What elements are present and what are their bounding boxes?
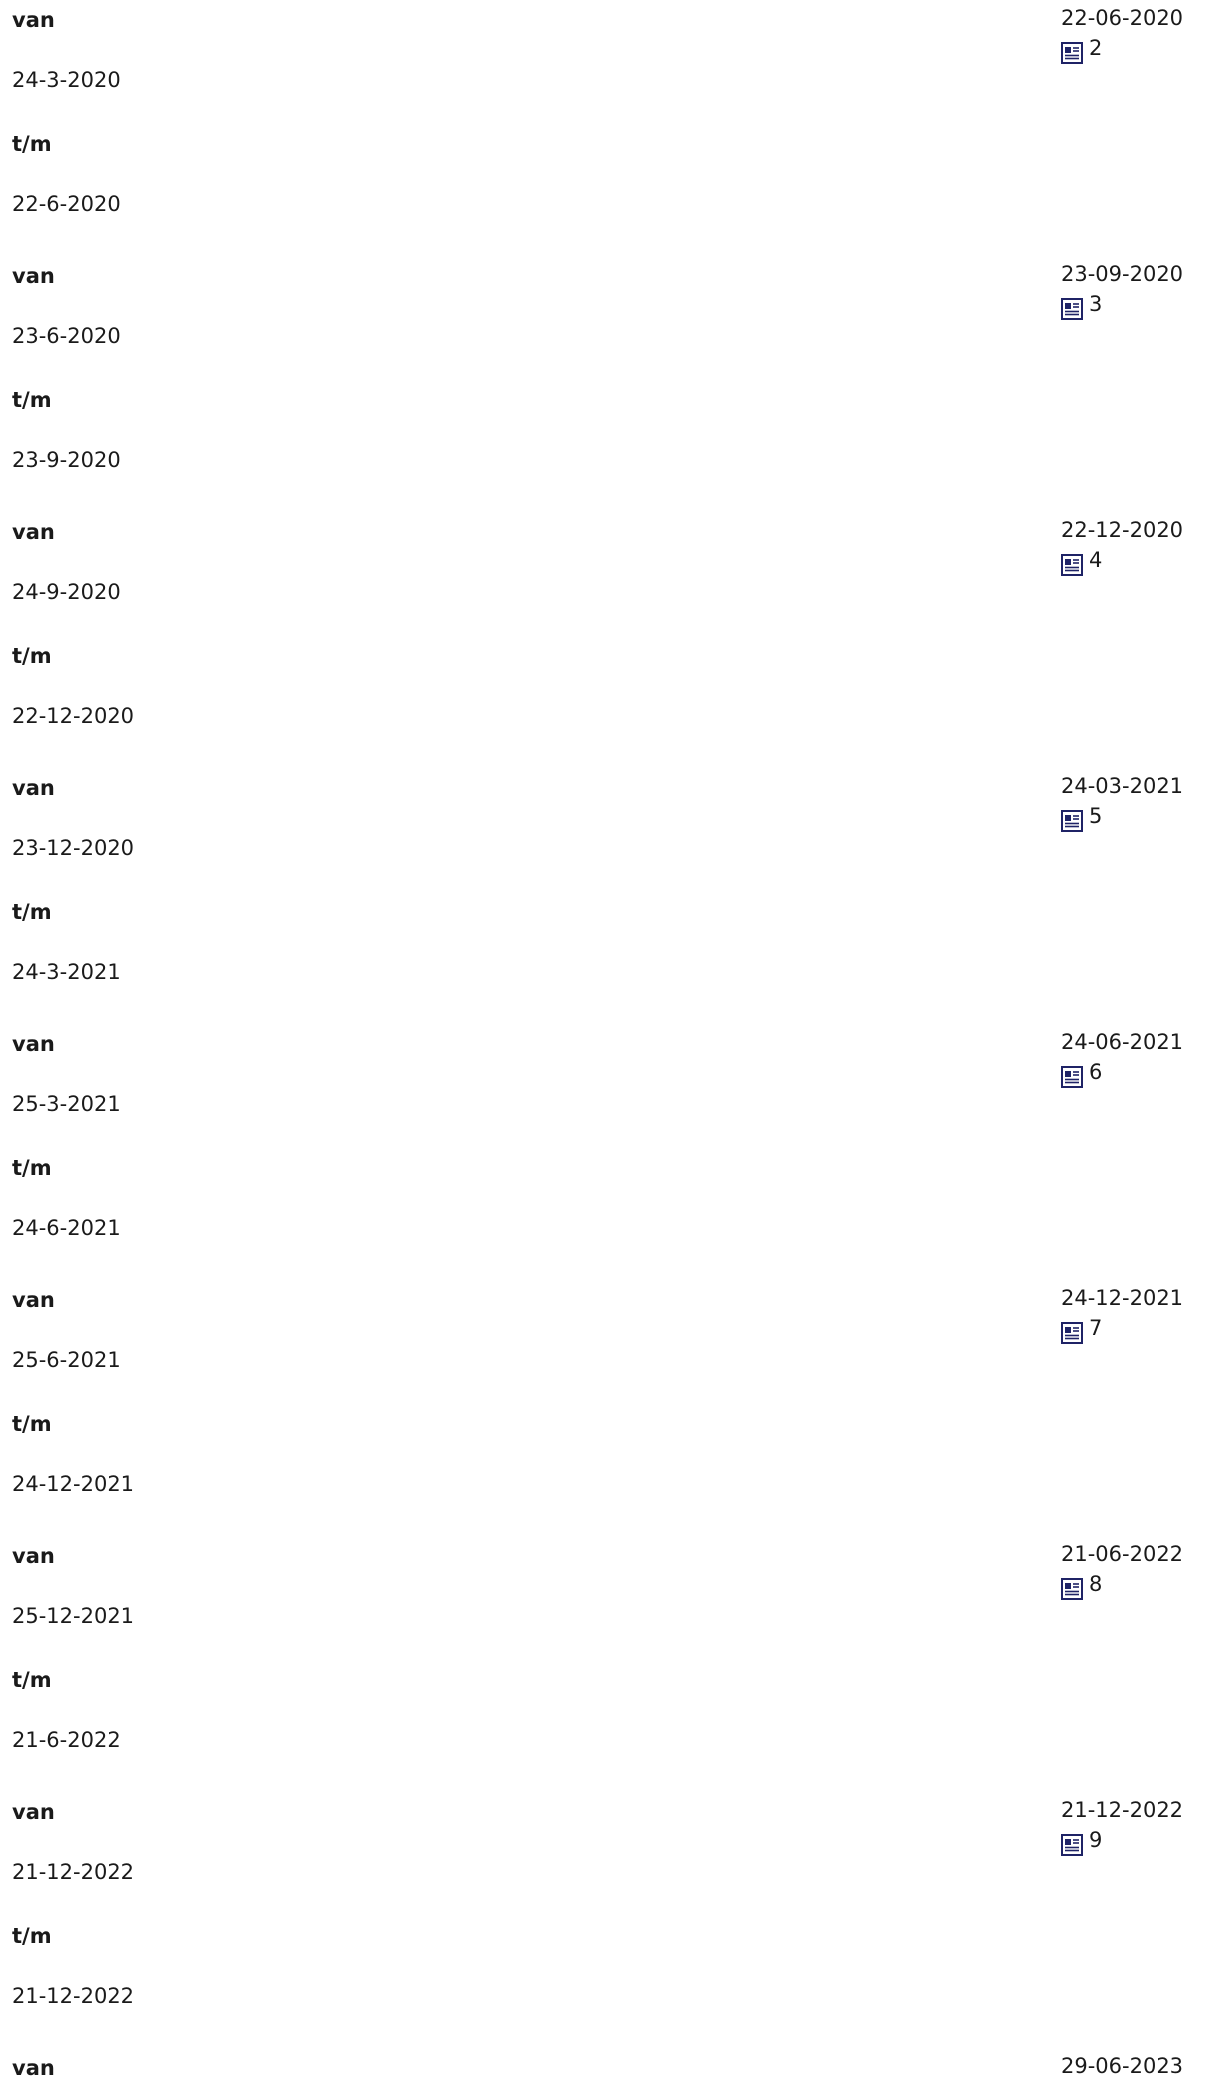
publication-date: 23-09-2020 [1061, 262, 1184, 286]
to-label: t/m [12, 900, 52, 924]
publication-date: 21-12-2022 [1061, 1798, 1184, 1822]
document-link[interactable]: 9 [1061, 1828, 1211, 1856]
document-link[interactable]: 6 [1061, 1060, 1211, 1088]
document-icon [1061, 1322, 1083, 1344]
to-label: t/m [12, 644, 52, 668]
publication-info: 21-06-2022 8 [1061, 1540, 1211, 1600]
document-number: 6 [1089, 1060, 1103, 1084]
publication-date: 24-06-2021 [1061, 1030, 1184, 1054]
to-label: t/m [12, 1924, 52, 1948]
from-label: van [12, 1544, 55, 1568]
document-link[interactable]: 3 [1061, 292, 1211, 320]
period-row: van 24-3-2020 t/m 22-6-2020 22-06-2020 2 [0, 0, 1216, 256]
period-row: van 24-9-2020 t/m 22-12-2020 22-12-2020 … [0, 512, 1216, 768]
to-date: 24-12-2021 [12, 1472, 135, 1496]
publication-info: 23-09-2020 3 [1061, 260, 1211, 320]
from-label: van [12, 520, 55, 544]
from-label: van [12, 8, 55, 32]
document-number: 9 [1089, 1828, 1103, 1852]
document-icon [1061, 810, 1083, 832]
from-date: 25-6-2021 [12, 1348, 121, 1372]
period-row: van 25-12-2021 t/m 21-6-2022 21-06-2022 … [0, 1536, 1216, 1792]
period-row-partial: van 29-06-2023 [0, 2048, 1216, 2080]
to-label: t/m [12, 388, 52, 412]
from-date: 23-6-2020 [12, 324, 121, 348]
to-date: 21-6-2022 [12, 1728, 121, 1752]
from-label: van [12, 1800, 55, 1824]
to-label: t/m [12, 1668, 52, 1692]
publication-date: 29-06-2023 [1061, 2054, 1184, 2078]
publication-date: 21-06-2022 [1061, 1542, 1184, 1566]
publication-date: 24-12-2021 [1061, 1286, 1184, 1310]
from-date: 23-12-2020 [12, 836, 135, 860]
to-label: t/m [12, 1412, 52, 1436]
document-link[interactable]: 5 [1061, 804, 1211, 832]
publication-date: 24-03-2021 [1061, 774, 1184, 798]
publication-info: 24-03-2021 5 [1061, 772, 1211, 832]
from-date: 25-3-2021 [12, 1092, 121, 1116]
document-icon [1061, 298, 1083, 320]
publication-info: 24-12-2021 7 [1061, 1284, 1211, 1344]
document-number: 7 [1089, 1316, 1103, 1340]
document-icon [1061, 42, 1083, 64]
publication-date: 22-12-2020 [1061, 518, 1184, 542]
publication-info: 21-12-2022 9 [1061, 1796, 1211, 1856]
document-icon [1061, 554, 1083, 576]
from-label: van [12, 1288, 55, 1312]
period-row: van 23-6-2020 t/m 23-9-2020 23-09-2020 3 [0, 256, 1216, 512]
document-icon [1061, 1578, 1083, 1600]
period-row: van 23-12-2020 t/m 24-3-2021 24-03-2021 … [0, 768, 1216, 1024]
document-icon [1061, 1834, 1083, 1856]
from-date: 21-12-2022 [12, 1860, 135, 1884]
document-icon [1061, 1066, 1083, 1088]
publication-info: 24-06-2021 6 [1061, 1028, 1211, 1088]
publication-info: 22-06-2020 2 [1061, 4, 1211, 64]
period-row: van 25-3-2021 t/m 24-6-2021 24-06-2021 6 [0, 1024, 1216, 1280]
document-number: 4 [1089, 548, 1103, 572]
publication-info: 22-12-2020 4 [1061, 516, 1211, 576]
document-link[interactable]: 7 [1061, 1316, 1211, 1344]
to-date: 24-6-2021 [12, 1216, 121, 1240]
document-link[interactable]: 8 [1061, 1572, 1211, 1600]
document-number: 5 [1089, 804, 1103, 828]
period-row: van 25-6-2021 t/m 24-12-2021 24-12-2021 … [0, 1280, 1216, 1536]
to-label: t/m [12, 132, 52, 156]
publication-date: 22-06-2020 [1061, 6, 1184, 30]
to-date: 24-3-2021 [12, 960, 121, 984]
from-label: van [12, 776, 55, 800]
document-number: 2 [1089, 36, 1103, 60]
to-date: 22-6-2020 [12, 192, 121, 216]
document-link[interactable]: 4 [1061, 548, 1211, 576]
document-number: 3 [1089, 292, 1103, 316]
document-link[interactable]: 2 [1061, 36, 1211, 64]
to-label: t/m [12, 1156, 52, 1180]
to-date: 23-9-2020 [12, 448, 121, 472]
from-date: 25-12-2021 [12, 1604, 135, 1628]
from-label: van [12, 1032, 55, 1056]
from-label: van [12, 2056, 55, 2080]
from-date: 24-9-2020 [12, 580, 121, 604]
from-label: van [12, 264, 55, 288]
from-date: 24-3-2020 [12, 68, 121, 92]
document-number: 8 [1089, 1572, 1103, 1596]
period-row: van 21-12-2022 t/m 21-12-2022 21-12-2022… [0, 1792, 1216, 2048]
to-date: 22-12-2020 [12, 704, 135, 728]
to-date: 21-12-2022 [12, 1984, 135, 2008]
publication-info: 29-06-2023 [1061, 2052, 1211, 2080]
